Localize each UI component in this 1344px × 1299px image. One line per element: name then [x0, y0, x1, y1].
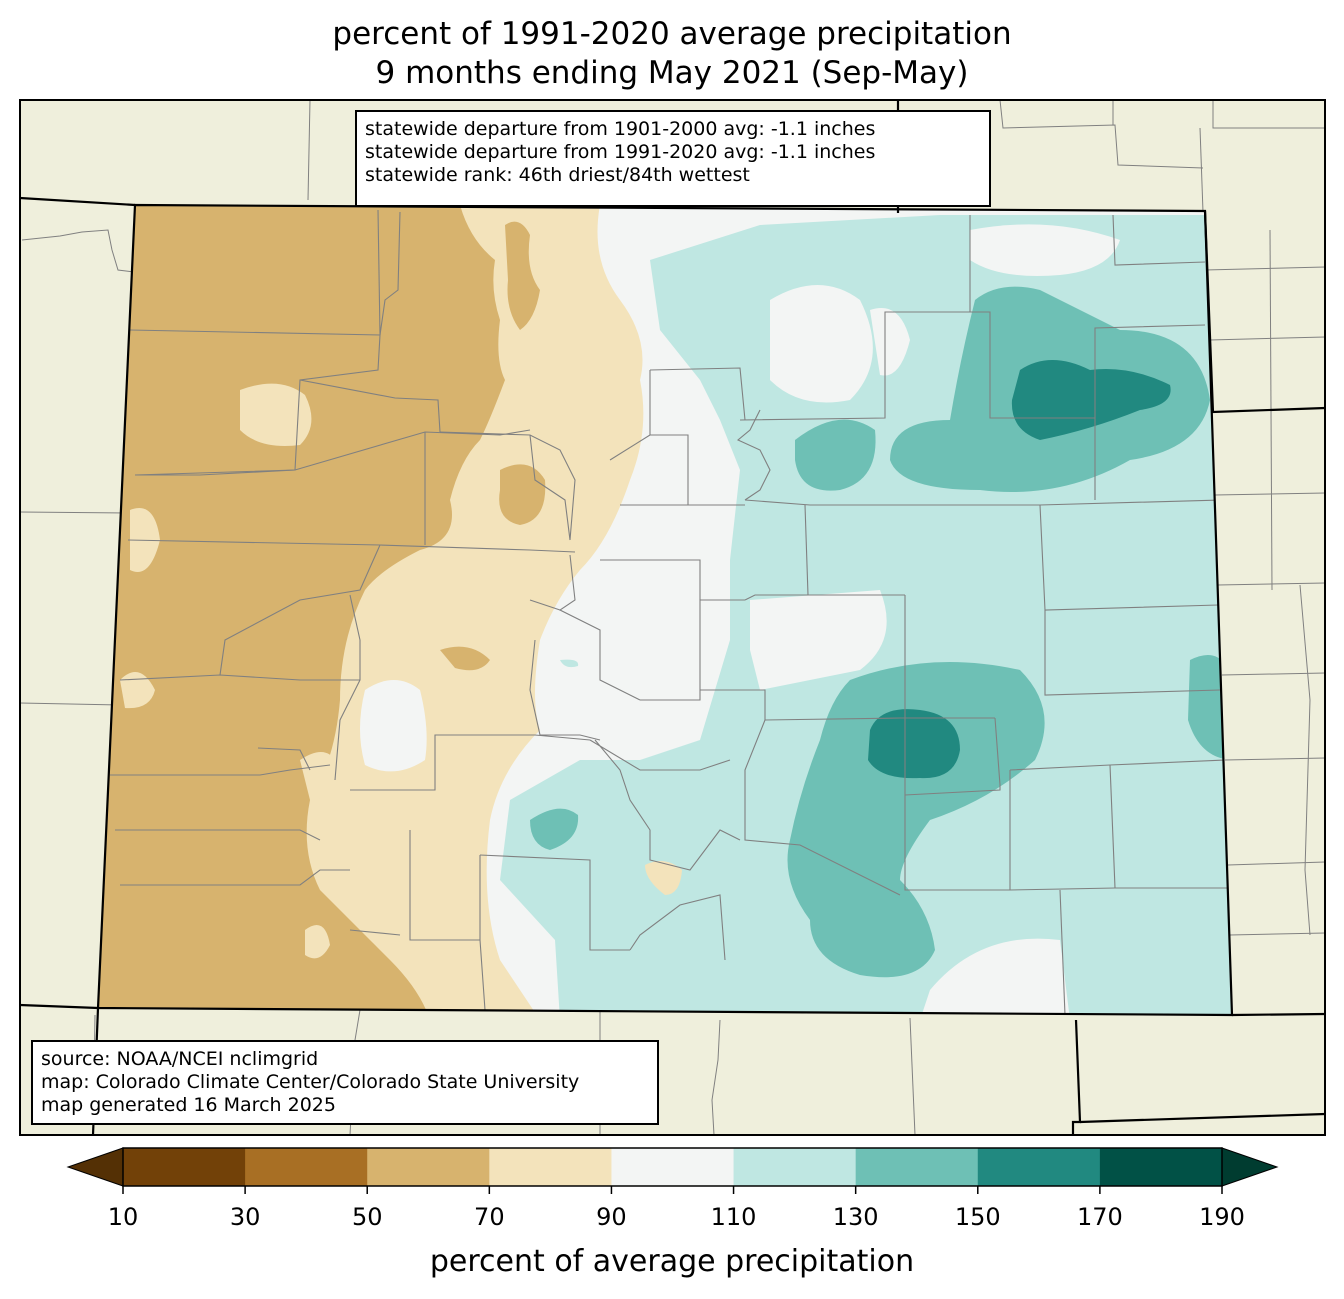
- colorbar-segment: [123, 1148, 246, 1186]
- colorbar-segment: [733, 1148, 857, 1186]
- colorbar-tick-label: 90: [596, 1203, 627, 1231]
- colorbar-outline: [122, 1147, 1223, 1187]
- colorbar-tick-label: 70: [474, 1203, 505, 1231]
- colorbar-tick-label: 190: [1199, 1203, 1245, 1231]
- colorbar-tick-label: 170: [1076, 1203, 1123, 1231]
- source-line-3: map generated 16 March 2025: [41, 1094, 336, 1116]
- source-line-2: map: Colorado Climate Center/Colorado St…: [41, 1071, 580, 1093]
- colorbar-segment: [245, 1148, 368, 1186]
- colorbar-tick-label: 110: [710, 1203, 757, 1231]
- colorbar-segment: [977, 1148, 1101, 1186]
- source-box: source: NOAA/NCEI nclimgrid map: Colorad…: [31, 1040, 659, 1125]
- colorbar-segment: [1099, 1148, 1223, 1186]
- colorbar-tick-label: 130: [832, 1203, 879, 1231]
- neighbor-county-lines: [20, 100, 1325, 1135]
- colorado-county-lines: [110, 209, 1230, 1015]
- statewide-stats-box: statewide departure from 1901-2000 avg: …: [355, 110, 991, 207]
- stats-line-1: statewide departure from 1901-2000 avg: …: [365, 118, 876, 140]
- colorbar-segment: [489, 1148, 612, 1186]
- stats-line-3: statewide rank: 46th driest/84th wettest: [365, 164, 750, 186]
- state-borders: [20, 100, 1325, 1135]
- colorbar-tick-label: 10: [107, 1203, 139, 1231]
- map-title-line-1: percent of 1991-2020 average precipitati…: [332, 16, 1012, 52]
- colorbar-tick-label: 50: [351, 1203, 383, 1231]
- precipitation-field: [98, 205, 1232, 1015]
- stats-line-2: statewide departure from 1991-2020 avg: …: [365, 141, 876, 163]
- map-title-line-2: 9 months ending May 2021 (Sep-May): [375, 55, 969, 91]
- colorbar-over-arrow: [1221, 1147, 1279, 1187]
- source-line-1: source: NOAA/NCEI nclimgrid: [41, 1048, 319, 1070]
- colorbar-under-arrow: [66, 1147, 124, 1187]
- colorbar-segment: [611, 1148, 735, 1186]
- colorbar: [66, 1147, 1279, 1194]
- colorbar-tick-label: 30: [229, 1203, 261, 1231]
- colorbar-segment: [855, 1148, 979, 1186]
- colorbar-tick-label: 150: [954, 1203, 1001, 1231]
- colorbar-segment: [367, 1148, 490, 1186]
- colorbar-label: percent of average precipitation: [429, 1244, 915, 1279]
- map-frame: [19, 99, 1326, 1136]
